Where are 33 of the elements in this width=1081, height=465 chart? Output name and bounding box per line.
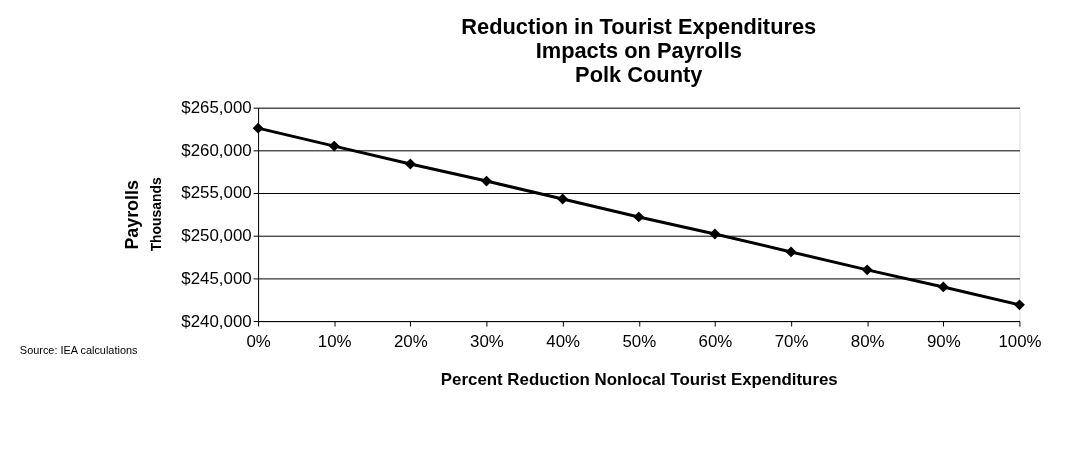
point [633,211,645,223]
x-tick-label: 40% [546,332,581,352]
source-note: Source: IEA calculations [19,343,139,356]
x-tick-label: 0% [246,332,271,352]
y-axis-title: Payrolls [121,180,142,250]
y-tick-label: $265,000 [181,98,252,118]
y-tick-label: $245,000 [181,268,252,288]
x-tick-label: 60% [698,332,733,352]
point [328,140,340,152]
point [861,264,873,276]
point [1014,299,1025,311]
point [937,281,949,293]
x-tick-label: 50% [622,332,657,352]
y-tick-label: $255,000 [181,183,252,203]
point [785,246,797,258]
y-tick-label: $240,000 [181,311,252,331]
point [404,158,416,170]
x-tick-label: 30% [470,332,504,352]
y-tick-label: $250,000 [181,226,252,246]
x-axis-title: Percent Reduction Nonlocal Tourist Expenditures [440,370,838,390]
x-tick-label: 100% [998,332,1042,352]
text: Thousands [147,177,164,252]
x-tick-label: 20% [393,332,428,352]
point [709,228,721,240]
point [252,122,264,134]
point [557,193,569,205]
x-tick-label: 90% [926,332,961,352]
x-tick-label: 80% [850,332,885,352]
x-tick-label: 10% [317,332,352,352]
chart-title: Reduction in Tourist Expenditures Impacts on Payrolls Polk County [461,14,817,87]
x-tick-label: 70% [774,332,809,352]
point [481,175,492,187]
y-tick-label: $260,000 [181,140,252,160]
